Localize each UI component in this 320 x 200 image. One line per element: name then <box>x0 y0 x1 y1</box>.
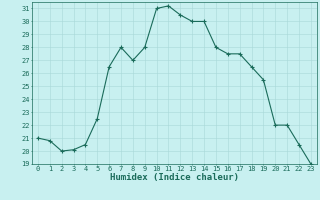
X-axis label: Humidex (Indice chaleur): Humidex (Indice chaleur) <box>110 173 239 182</box>
